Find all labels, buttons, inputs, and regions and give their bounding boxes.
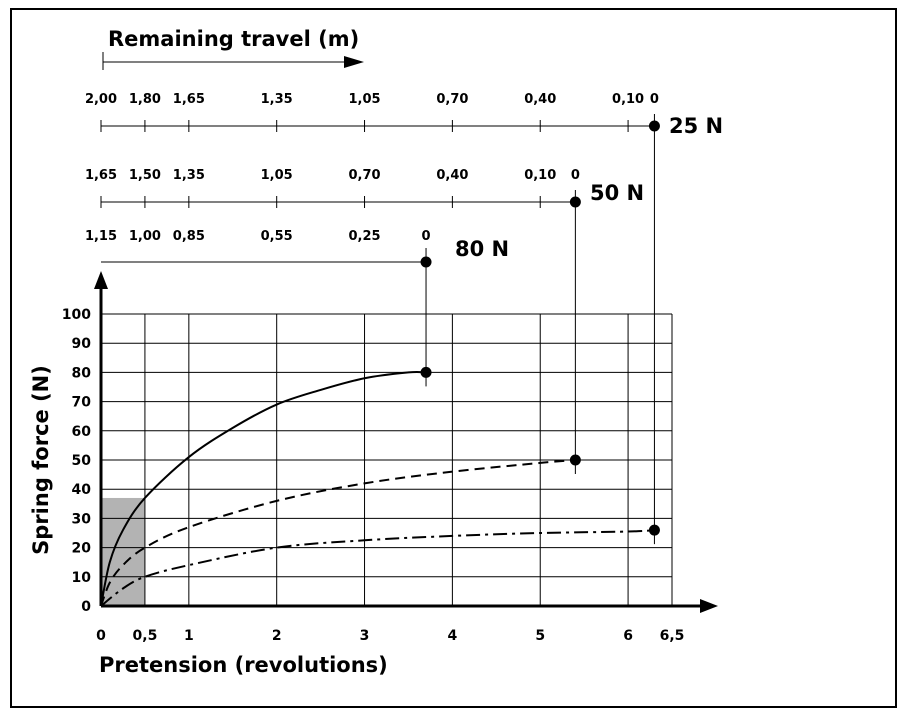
y-tick-label: 80 [72, 365, 92, 381]
force-label: 80 N [455, 237, 509, 261]
x-axis-title: Pretension (revolutions) [99, 653, 388, 677]
travel-scale-label: 0,70 [436, 92, 468, 107]
travel-scale-label: 0,55 [261, 229, 293, 244]
y-tick-label: 10 [72, 570, 92, 586]
x-tick-label: 6,5 [660, 628, 685, 644]
travel-scale-label: 0,40 [436, 168, 468, 183]
scale-endpoint-dot [569, 196, 581, 208]
travel-scale-label: 1,50 [129, 168, 161, 183]
series-line [100, 370, 427, 607]
y-axis-title: Spring force (N) [29, 365, 53, 555]
travel-scale-label: 0,40 [524, 92, 556, 107]
travel-scale-label: 0,85 [173, 229, 205, 244]
travel-scale-label: 1,65 [173, 92, 205, 107]
travel-arrow-head [344, 56, 364, 68]
travel-scale-label: 0 [571, 168, 580, 183]
x-axis-arrow [700, 599, 718, 613]
force-label: 50 N [590, 181, 644, 205]
x-tick-label: 6 [623, 628, 633, 644]
curve-endpoint-dot [420, 366, 432, 378]
travel-scale-label: 2,00 [85, 92, 117, 107]
y-tick-label: 20 [72, 541, 92, 557]
curve-endpoint-dot [648, 524, 660, 536]
force-label: 25 N [669, 114, 723, 138]
x-tick-label: 3 [360, 628, 370, 644]
x-tick-label: 0 [96, 628, 106, 644]
y-tick-label: 50 [72, 453, 92, 469]
travel-scale-label: 1,15 [85, 229, 117, 244]
travel-scale-label: 1,05 [348, 92, 380, 107]
y-tick-label: 60 [72, 424, 92, 440]
x-tick-label: 0,5 [133, 628, 158, 644]
scale-endpoint-dot [420, 256, 432, 268]
travel-scale-label: 0,10 [612, 92, 644, 107]
travel-scale-label: 1,35 [261, 92, 293, 107]
travel-scale-label: 0,25 [348, 229, 380, 244]
x-tick-label: 5 [535, 628, 545, 644]
x-tick-label: 2 [272, 628, 282, 644]
y-tick-label: 70 [72, 395, 92, 411]
curve-endpoint-dot [569, 454, 581, 466]
y-tick-label: 100 [62, 307, 91, 323]
travel-scale-label: 1,65 [85, 168, 117, 183]
travel-scale-label: 0,10 [524, 168, 556, 183]
y-tick-label: 30 [72, 511, 92, 527]
y-tick-label: 90 [72, 336, 92, 352]
y-axis-arrow [94, 271, 108, 289]
y-tick-label: 40 [72, 482, 92, 498]
series-line [100, 459, 576, 607]
x-tick-label: 4 [448, 628, 458, 644]
chart-frame [10, 8, 897, 708]
scale-endpoint-dot [648, 120, 660, 132]
travel-scale-label: 1,00 [129, 229, 161, 244]
travel-scale-label: 0 [422, 229, 431, 244]
x-tick-label: 1 [184, 628, 194, 644]
travel-scale-label: 1,05 [261, 168, 293, 183]
travel-scale-label: 1,80 [129, 92, 161, 107]
travel-scale-label: 0,70 [348, 168, 380, 183]
travel-scale-label: 1,35 [173, 168, 205, 183]
y-tick-label: 0 [81, 599, 91, 615]
remaining-travel-title: Remaining travel (m) [108, 27, 359, 51]
travel-scale-label: 0 [650, 92, 659, 107]
series-line [100, 529, 655, 607]
